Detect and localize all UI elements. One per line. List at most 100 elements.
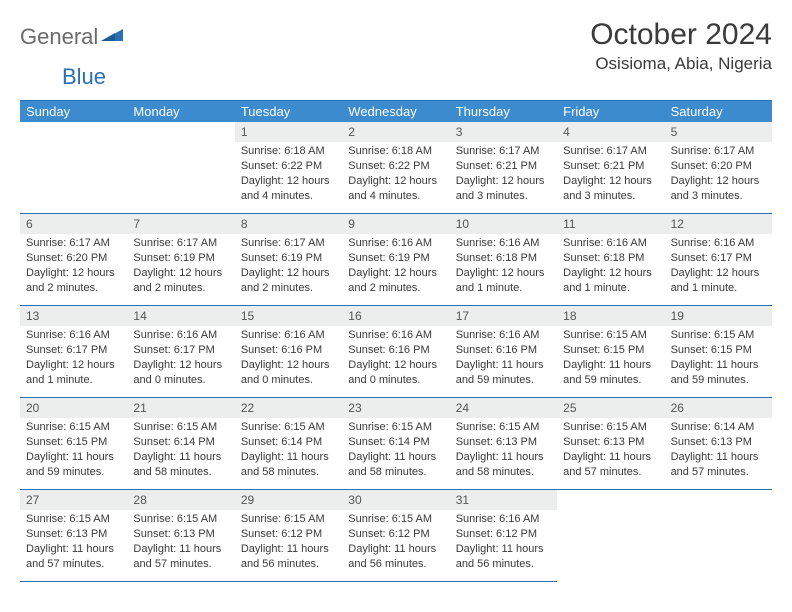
day-number: 7 — [127, 214, 234, 234]
sunrise-line: Sunrise: 6:16 AM — [241, 328, 336, 343]
sunrise-line: Sunrise: 6:17 AM — [241, 236, 336, 251]
day-number: 23 — [342, 398, 449, 418]
day-number: 11 — [557, 214, 664, 234]
sunrise-line: Sunrise: 6:18 AM — [241, 144, 336, 159]
sunset-line: Sunset: 6:13 PM — [456, 435, 551, 450]
daylight-line: Daylight: 11 hours and 56 minutes. — [456, 542, 551, 572]
sunrise-line: Sunrise: 6:18 AM — [348, 144, 443, 159]
weekday-header-cell: Sunday — [20, 101, 127, 122]
calendar-cell: 26Sunrise: 6:14 AMSunset: 6:13 PMDayligh… — [665, 398, 772, 490]
sunset-line: Sunset: 6:15 PM — [671, 343, 766, 358]
sunrise-line: Sunrise: 6:17 AM — [26, 236, 121, 251]
day-details: Sunrise: 6:15 AMSunset: 6:14 PMDaylight:… — [127, 418, 234, 483]
sunrise-line: Sunrise: 6:17 AM — [456, 144, 551, 159]
day-number: 27 — [20, 490, 127, 510]
calendar-cell: 20Sunrise: 6:15 AMSunset: 6:15 PMDayligh… — [20, 398, 127, 490]
daylight-line: Daylight: 12 hours and 4 minutes. — [348, 174, 443, 204]
calendar-cell: 22Sunrise: 6:15 AMSunset: 6:14 PMDayligh… — [235, 398, 342, 490]
daylight-line: Daylight: 12 hours and 1 minute. — [456, 266, 551, 296]
day-number: 21 — [127, 398, 234, 418]
logo: General — [20, 18, 125, 50]
day-number: 15 — [235, 306, 342, 326]
calendar-cell: 10Sunrise: 6:16 AMSunset: 6:18 PMDayligh… — [450, 214, 557, 306]
day-details: Sunrise: 6:15 AMSunset: 6:14 PMDaylight:… — [235, 418, 342, 483]
daylight-line: Daylight: 11 hours and 59 minutes. — [671, 358, 766, 388]
day-details: Sunrise: 6:17 AMSunset: 6:20 PMDaylight:… — [665, 142, 772, 207]
day-details: Sunrise: 6:18 AMSunset: 6:22 PMDaylight:… — [342, 142, 449, 207]
sunrise-line: Sunrise: 6:16 AM — [671, 236, 766, 251]
day-details: Sunrise: 6:15 AMSunset: 6:13 PMDaylight:… — [127, 510, 234, 575]
calendar-cell: 17Sunrise: 6:16 AMSunset: 6:16 PMDayligh… — [450, 306, 557, 398]
sunrise-line: Sunrise: 6:15 AM — [671, 328, 766, 343]
calendar-cell: 25Sunrise: 6:15 AMSunset: 6:13 PMDayligh… — [557, 398, 664, 490]
sunrise-line: Sunrise: 6:16 AM — [456, 512, 551, 527]
weekday-header-cell: Monday — [127, 101, 234, 122]
daylight-line: Daylight: 12 hours and 2 minutes. — [133, 266, 228, 296]
sunset-line: Sunset: 6:12 PM — [348, 527, 443, 542]
sunset-line: Sunset: 6:13 PM — [671, 435, 766, 450]
sunset-line: Sunset: 6:17 PM — [671, 251, 766, 266]
sunset-line: Sunset: 6:22 PM — [348, 159, 443, 174]
sunrise-line: Sunrise: 6:16 AM — [563, 236, 658, 251]
day-details: Sunrise: 6:15 AMSunset: 6:14 PMDaylight:… — [342, 418, 449, 483]
day-number: 18 — [557, 306, 664, 326]
day-number: 28 — [127, 490, 234, 510]
day-number: 2 — [342, 122, 449, 142]
daylight-line: Daylight: 12 hours and 2 minutes. — [241, 266, 336, 296]
day-number: 9 — [342, 214, 449, 234]
day-number: 31 — [450, 490, 557, 510]
day-number: 4 — [557, 122, 664, 142]
sunrise-line: Sunrise: 6:15 AM — [26, 420, 121, 435]
sunrise-line: Sunrise: 6:17 AM — [671, 144, 766, 159]
day-number: 16 — [342, 306, 449, 326]
day-number: 17 — [450, 306, 557, 326]
calendar-cell: 12Sunrise: 6:16 AMSunset: 6:17 PMDayligh… — [665, 214, 772, 306]
sunrise-line: Sunrise: 6:15 AM — [241, 512, 336, 527]
sunset-line: Sunset: 6:13 PM — [26, 527, 121, 542]
day-details: Sunrise: 6:16 AMSunset: 6:17 PMDaylight:… — [20, 326, 127, 391]
sunrise-line: Sunrise: 6:15 AM — [348, 420, 443, 435]
month-title: October 2024 — [590, 18, 772, 52]
day-details: Sunrise: 6:16 AMSunset: 6:16 PMDaylight:… — [235, 326, 342, 391]
calendar-cell: 18Sunrise: 6:15 AMSunset: 6:15 PMDayligh… — [557, 306, 664, 398]
daylight-line: Daylight: 11 hours and 59 minutes. — [563, 358, 658, 388]
calendar-cell: 8Sunrise: 6:17 AMSunset: 6:19 PMDaylight… — [235, 214, 342, 306]
day-details: Sunrise: 6:14 AMSunset: 6:13 PMDaylight:… — [665, 418, 772, 483]
calendar-cell: 13Sunrise: 6:16 AMSunset: 6:17 PMDayligh… — [20, 306, 127, 398]
sunset-line: Sunset: 6:18 PM — [456, 251, 551, 266]
sunset-line: Sunset: 6:21 PM — [456, 159, 551, 174]
daylight-line: Daylight: 12 hours and 1 minute. — [563, 266, 658, 296]
daylight-line: Daylight: 12 hours and 4 minutes. — [241, 174, 336, 204]
weekday-header-cell: Friday — [557, 101, 664, 122]
daylight-line: Daylight: 12 hours and 3 minutes. — [563, 174, 658, 204]
calendar-cell: 31Sunrise: 6:16 AMSunset: 6:12 PMDayligh… — [450, 490, 557, 582]
sunrise-line: Sunrise: 6:15 AM — [241, 420, 336, 435]
sunset-line: Sunset: 6:14 PM — [241, 435, 336, 450]
sunset-line: Sunset: 6:21 PM — [563, 159, 658, 174]
day-details: Sunrise: 6:16 AMSunset: 6:16 PMDaylight:… — [342, 326, 449, 391]
calendar-cell: 27Sunrise: 6:15 AMSunset: 6:13 PMDayligh… — [20, 490, 127, 582]
day-details: Sunrise: 6:15 AMSunset: 6:12 PMDaylight:… — [342, 510, 449, 575]
calendar-cell: 19 Sunrise: 6:15 AMSunset: 6:15 PMDayligh… — [665, 306, 772, 398]
day-details: Sunrise: 6:17 AMSunset: 6:20 PMDaylight:… — [20, 234, 127, 299]
logo-text-blue: Blue — [62, 64, 106, 90]
daylight-line: Daylight: 11 hours and 58 minutes. — [456, 450, 551, 480]
weekday-header-cell: Saturday — [665, 101, 772, 122]
sunrise-line: Sunrise: 6:16 AM — [456, 328, 551, 343]
sunset-line: Sunset: 6:15 PM — [563, 343, 658, 358]
day-number: 12 — [665, 214, 772, 234]
daylight-line: Daylight: 11 hours and 59 minutes. — [456, 358, 551, 388]
daylight-line: Daylight: 12 hours and 1 minute. — [26, 358, 121, 388]
day-number: 24 — [450, 398, 557, 418]
daylight-line: Daylight: 11 hours and 56 minutes. — [241, 542, 336, 572]
sunset-line: Sunset: 6:16 PM — [348, 343, 443, 358]
calendar-page: General October 2024 Osisioma, Abia, Nig… — [0, 0, 792, 582]
daylight-line: Daylight: 11 hours and 57 minutes. — [671, 450, 766, 480]
calendar-cell: 6Sunrise: 6:17 AMSunset: 6:20 PMDaylight… — [20, 214, 127, 306]
day-number: 26 — [665, 398, 772, 418]
daylight-line: Daylight: 12 hours and 3 minutes. — [456, 174, 551, 204]
day-number: 19 — [665, 306, 772, 326]
sunrise-line: Sunrise: 6:17 AM — [563, 144, 658, 159]
sunset-line: Sunset: 6:16 PM — [241, 343, 336, 358]
daylight-line: Daylight: 12 hours and 0 minutes. — [241, 358, 336, 388]
